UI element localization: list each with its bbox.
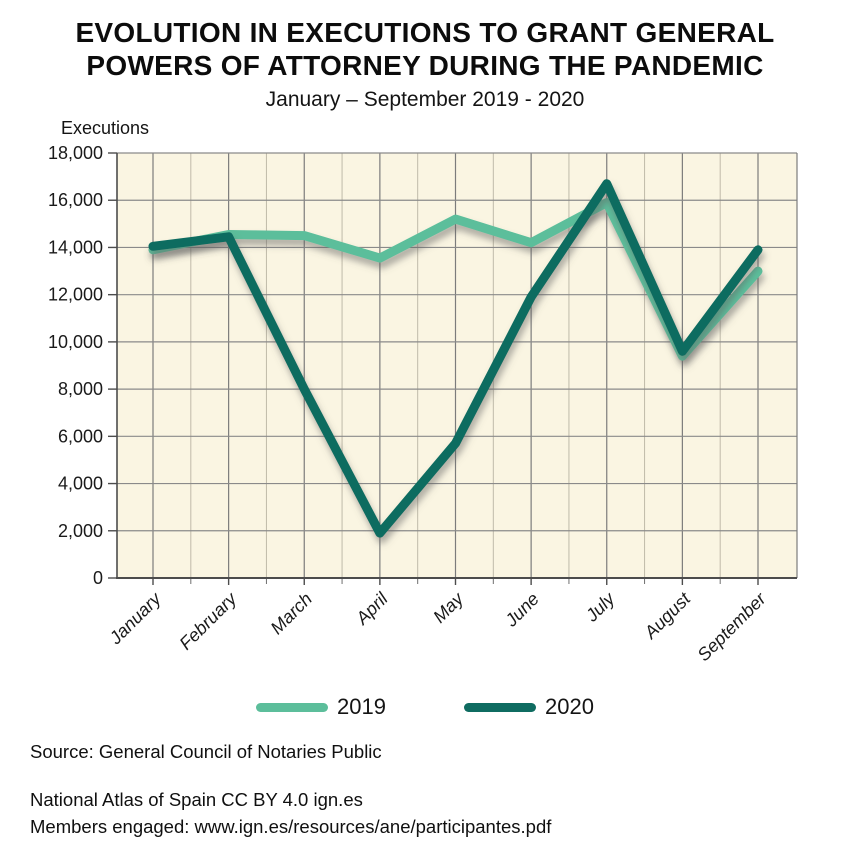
- y-axis-title: Executions: [61, 118, 150, 138]
- y-tick-label: 16,000: [48, 190, 103, 210]
- y-tick-label: 0: [93, 568, 103, 588]
- x-tick-label: April: [351, 588, 392, 629]
- x-tick-label: February: [175, 588, 241, 654]
- y-tick-label: 6,000: [58, 426, 103, 446]
- members-note: Members engaged: www.ign.es/resources/an…: [30, 816, 552, 837]
- chart-title-line1: EVOLUTION IN EXECUTIONS TO GRANT GENERAL: [75, 17, 775, 48]
- y-tick-label: 4,000: [58, 474, 103, 494]
- line-chart-canvas: 0 2,000 4,000 6,000 8,000 10,000 12,000 14,000 1…: [48, 143, 798, 665]
- y-tick-label: 2,000: [58, 521, 103, 541]
- x-tick-label: March: [267, 589, 317, 639]
- y-tick-label: 18,000: [48, 143, 103, 163]
- x-tick-label: August: [640, 588, 695, 643]
- grid-horizontal-and-yticks: 0 2,000 4,000 6,000 8,000 10,000 12,000 14,000 1…: [48, 143, 797, 588]
- chart-subtitle: January – September 2019 - 2020: [265, 88, 585, 111]
- y-tick-label: 12,000: [48, 285, 103, 305]
- legend-item-2020: 2020: [464, 694, 594, 720]
- chart-title: EVOLUTION IN EXECUTIONS TO GRANT GENERAL…: [0, 16, 850, 82]
- x-tick-label: May: [429, 588, 468, 627]
- x-tick-label: July: [581, 588, 619, 626]
- x-tick-labels: January February March April May June July Augu…: [105, 588, 771, 665]
- legend-swatch-2020: [464, 702, 536, 712]
- y-tick-label: 10,000: [48, 332, 103, 352]
- license-note: National Atlas of Spain CC BY 4.0 ign.es: [30, 789, 363, 810]
- y-tick-label: 14,000: [48, 237, 103, 257]
- chart-legend: 2019 2020: [0, 692, 850, 722]
- source-note: Source: General Council of Notaries Publ…: [30, 741, 382, 762]
- x-tick-label: June: [500, 589, 542, 631]
- legend-swatch-2019: [256, 702, 329, 712]
- legend-item-2019: 2019: [256, 694, 386, 720]
- footer-notes: Source: General Council of Notaries Publ…: [30, 738, 551, 840]
- x-tick-label: January: [105, 588, 166, 649]
- chart-title-line2: POWERS OF ATTORNEY DURING THE PANDEMIC: [86, 50, 764, 81]
- legend-label-2020: 2020: [545, 694, 594, 719]
- x-tick-label: September: [693, 588, 770, 665]
- grid-minor-vertical: [190, 153, 721, 584]
- legend-label-2019: 2019: [337, 694, 386, 719]
- series-line-2020: [148, 179, 763, 538]
- y-tick-label: 8,000: [58, 379, 103, 399]
